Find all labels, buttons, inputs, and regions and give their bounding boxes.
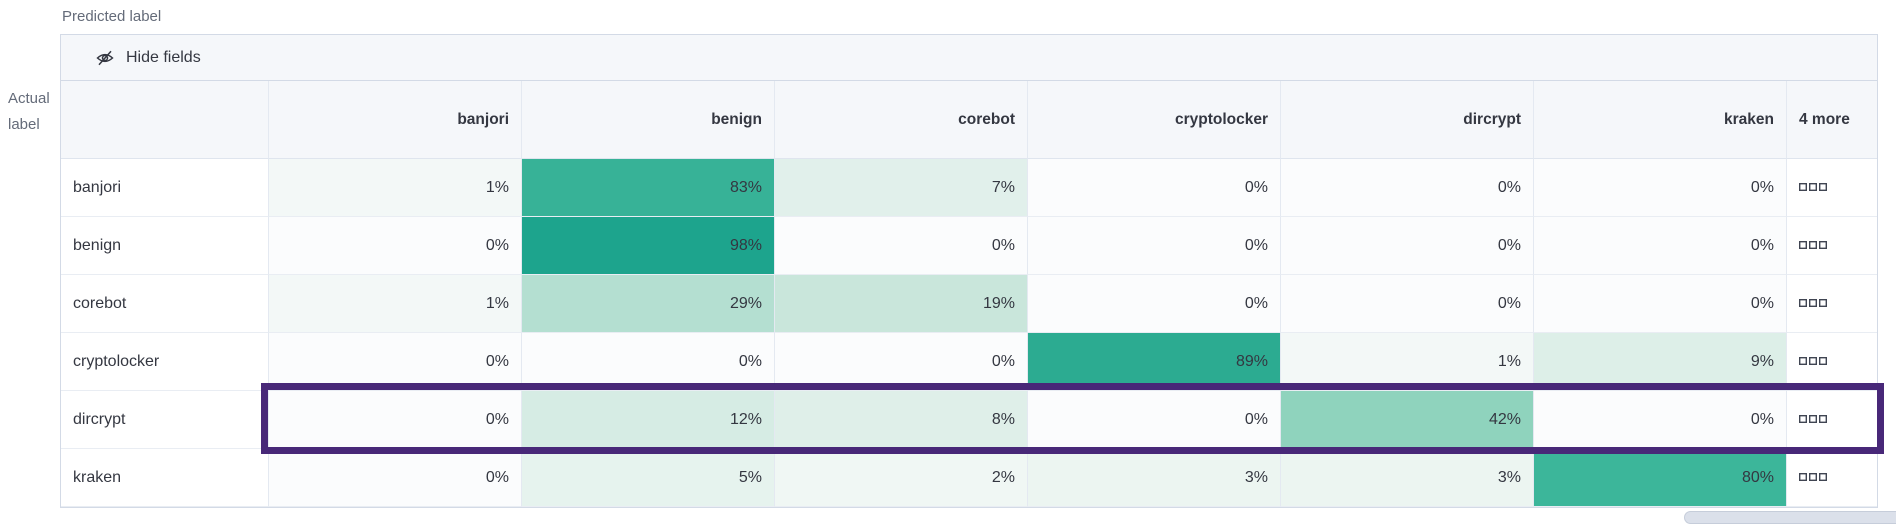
cell-dircrypt-cryptolocker[interactable]: 0%: [1028, 391, 1281, 449]
hide-fields-label: Hide fields: [126, 48, 201, 66]
more-actions-benign[interactable]: [1787, 217, 1877, 275]
cell-cryptolocker-banjori[interactable]: 0%: [269, 333, 522, 391]
column-header-corner: [61, 81, 269, 159]
column-header-cryptolocker[interactable]: cryptolocker: [1028, 81, 1281, 159]
predicted-axis-label: Predicted label: [62, 8, 162, 25]
cell-corebot-corebot[interactable]: 19%: [775, 275, 1028, 333]
cell-cryptolocker-kraken[interactable]: 9%: [1534, 333, 1787, 391]
cell-benign-corebot[interactable]: 0%: [775, 217, 1028, 275]
cell-cryptolocker-dircrypt[interactable]: 1%: [1281, 333, 1534, 391]
more-actions-cryptolocker[interactable]: [1787, 333, 1877, 391]
confusion-matrix-panel: Hide fields banjori benign corebot cryptolo…: [60, 34, 1878, 508]
cell-cryptolocker-cryptolocker[interactable]: 89%: [1028, 333, 1281, 391]
cell-banjori-corebot[interactable]: 7%: [775, 159, 1028, 217]
cell-banjori-dircrypt[interactable]: 0%: [1281, 159, 1534, 217]
more-actions-dircrypt[interactable]: [1787, 391, 1877, 449]
cell-dircrypt-kraken[interactable]: 0%: [1534, 391, 1787, 449]
row-label-cryptolocker[interactable]: cryptolocker: [61, 333, 269, 391]
row-label-banjori[interactable]: banjori: [61, 159, 269, 217]
column-header-kraken[interactable]: kraken: [1534, 81, 1787, 159]
column-header-benign[interactable]: benign: [522, 81, 775, 159]
row-label-benign[interactable]: benign: [61, 217, 269, 275]
cell-dircrypt-corebot[interactable]: 8%: [775, 391, 1028, 449]
column-header-more[interactable]: 4 more: [1787, 81, 1877, 159]
cell-corebot-kraken[interactable]: 0%: [1534, 275, 1787, 333]
boxes-horizontal-icon: [1799, 415, 1827, 423]
cell-dircrypt-benign[interactable]: 12%: [522, 391, 775, 449]
cell-benign-benign[interactable]: 98%: [522, 217, 775, 275]
row-label-corebot[interactable]: corebot: [61, 275, 269, 333]
cell-banjori-benign[interactable]: 83%: [522, 159, 775, 217]
column-header-corebot[interactable]: corebot: [775, 81, 1028, 159]
cell-kraken-dircrypt[interactable]: 3%: [1281, 449, 1534, 507]
cell-kraken-cryptolocker[interactable]: 3%: [1028, 449, 1281, 507]
cell-dircrypt-banjori[interactable]: 0%: [269, 391, 522, 449]
cell-kraken-corebot[interactable]: 2%: [775, 449, 1028, 507]
cell-benign-banjori[interactable]: 0%: [269, 217, 522, 275]
hide-fields-button[interactable]: Hide fields: [61, 35, 1877, 81]
cell-cryptolocker-corebot[interactable]: 0%: [775, 333, 1028, 391]
cell-banjori-banjori[interactable]: 1%: [269, 159, 522, 217]
boxes-horizontal-icon: [1799, 241, 1827, 249]
boxes-horizontal-icon: [1799, 357, 1827, 365]
cell-cryptolocker-benign[interactable]: 0%: [522, 333, 775, 391]
more-actions-kraken[interactable]: [1787, 449, 1877, 507]
row-label-dircrypt[interactable]: dircrypt: [61, 391, 269, 449]
actual-axis-label: Actual label: [8, 90, 50, 133]
cell-banjori-kraken[interactable]: 0%: [1534, 159, 1787, 217]
cell-banjori-cryptolocker[interactable]: 0%: [1028, 159, 1281, 217]
cell-kraken-kraken[interactable]: 80%: [1534, 449, 1787, 507]
cell-benign-cryptolocker[interactable]: 0%: [1028, 217, 1281, 275]
cell-dircrypt-dircrypt[interactable]: 42%: [1281, 391, 1534, 449]
column-header-banjori[interactable]: banjori: [269, 81, 522, 159]
cell-corebot-dircrypt[interactable]: 0%: [1281, 275, 1534, 333]
cell-corebot-cryptolocker[interactable]: 0%: [1028, 275, 1281, 333]
row-label-kraken[interactable]: kraken: [61, 449, 269, 507]
boxes-horizontal-icon: [1799, 473, 1827, 481]
cell-kraken-benign[interactable]: 5%: [522, 449, 775, 507]
boxes-horizontal-icon: [1799, 299, 1827, 307]
eye-closed-icon: [96, 50, 114, 65]
cell-benign-kraken[interactable]: 0%: [1534, 217, 1787, 275]
confusion-matrix-grid: banjori benign corebot cryptolocker dircrypt…: [61, 81, 1877, 507]
cell-corebot-banjori[interactable]: 1%: [269, 275, 522, 333]
more-actions-banjori[interactable]: [1787, 159, 1877, 217]
column-header-dircrypt[interactable]: dircrypt: [1281, 81, 1534, 159]
cell-corebot-benign[interactable]: 29%: [522, 275, 775, 333]
cell-kraken-banjori[interactable]: 0%: [269, 449, 522, 507]
horizontal-scrollbar-thumb[interactable]: [1684, 511, 1896, 524]
cell-benign-dircrypt[interactable]: 0%: [1281, 217, 1534, 275]
more-actions-corebot[interactable]: [1787, 275, 1877, 333]
boxes-horizontal-icon: [1799, 183, 1827, 191]
